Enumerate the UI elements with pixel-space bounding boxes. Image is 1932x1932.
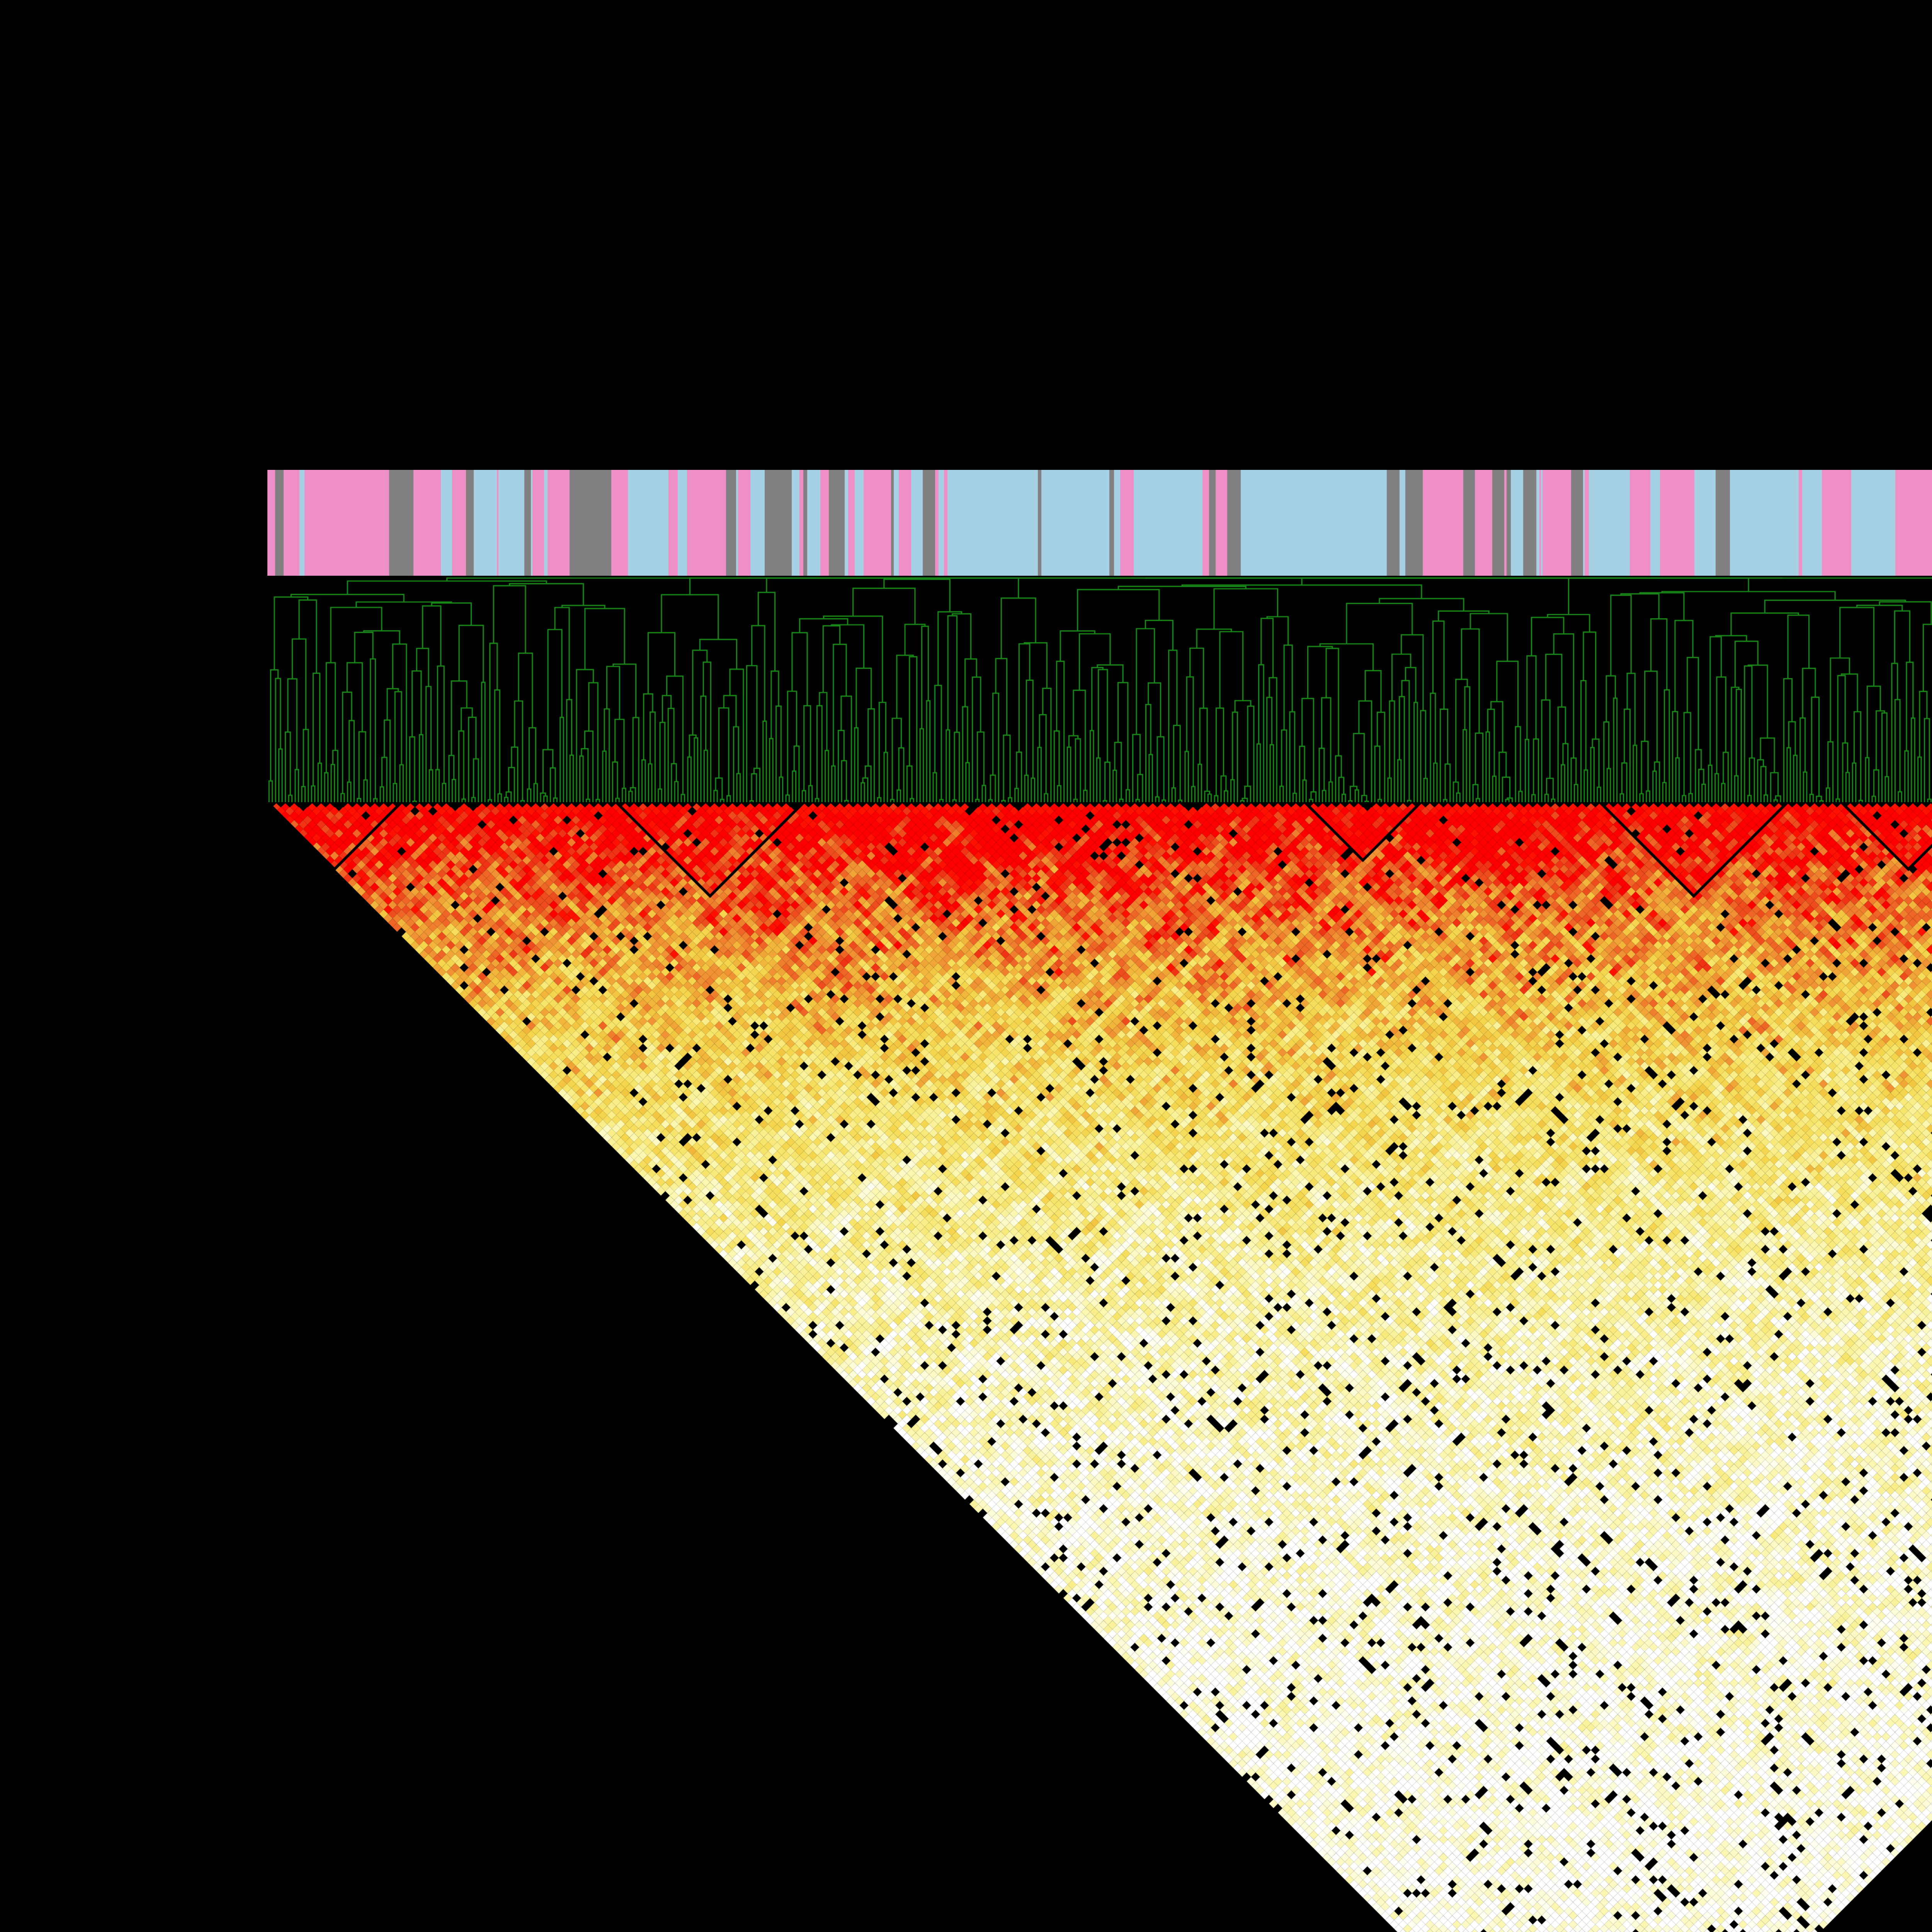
sample-group-annotation-track (267, 470, 1932, 576)
dendrogram-lines (267, 576, 1932, 802)
column-dendrogram (267, 576, 1932, 802)
ld-triangle-heatmap (267, 802, 1932, 1932)
annotation-stripes (267, 470, 1932, 576)
heatmap-cells (267, 802, 1932, 1932)
